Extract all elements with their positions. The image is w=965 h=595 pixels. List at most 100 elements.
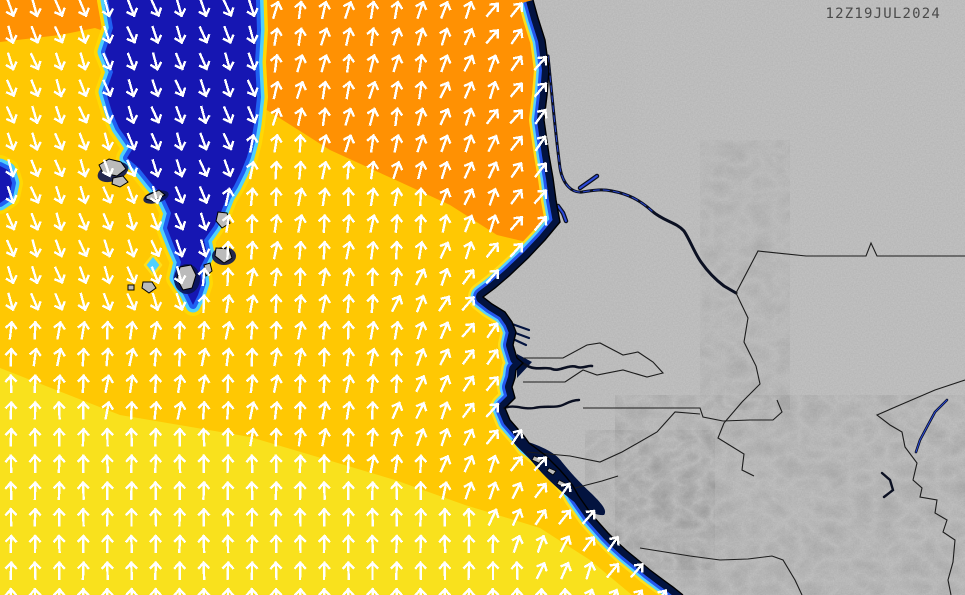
wave-arrow <box>390 427 404 447</box>
wave-arrow <box>101 239 115 258</box>
wave-arrow <box>245 560 259 580</box>
wave-arrow <box>76 427 90 447</box>
wave-arrow <box>390 0 404 20</box>
wave-arrow <box>511 508 524 527</box>
estuary-islet-2 <box>546 467 557 476</box>
wave-arrow <box>485 108 500 125</box>
wave-arrow <box>486 534 500 554</box>
wave-arrow <box>102 212 115 231</box>
wave-arrow <box>221 213 235 233</box>
wave-arrow <box>100 560 114 580</box>
wave-arrow <box>198 212 211 232</box>
wave-arrow <box>486 321 500 339</box>
wave-arrow <box>318 187 331 207</box>
wave-arrow <box>198 52 211 71</box>
wave-arrow <box>197 105 211 125</box>
wave-arrow <box>4 454 18 474</box>
wave-arrow <box>269 27 283 46</box>
wave-arrow <box>390 374 404 394</box>
wave-arrow <box>439 0 452 19</box>
border-bissau-guinea-west <box>574 475 619 489</box>
wave-arrow <box>125 239 139 258</box>
wave-arrow <box>77 106 90 124</box>
wave-arrow <box>28 347 42 367</box>
wave-arrow <box>5 132 18 151</box>
wave-arrow <box>100 480 114 500</box>
wave-arrow <box>317 347 331 367</box>
wave-arrow <box>485 2 500 18</box>
wave-arrow <box>126 159 139 178</box>
wave-arrow <box>173 507 187 527</box>
wave-arrow <box>77 185 91 205</box>
wave-arrow <box>390 587 404 595</box>
wave-arrow <box>439 321 452 340</box>
wave-arrow <box>173 534 187 554</box>
wave-arrow <box>222 0 235 17</box>
wave-arrow <box>221 427 235 447</box>
wave-arrow <box>558 482 572 499</box>
lake-water-1 <box>579 175 598 189</box>
wave-arrow <box>509 135 524 152</box>
wave-arrow <box>533 162 548 178</box>
border-gambia <box>523 342 665 383</box>
wave-arrow <box>366 80 380 100</box>
wave-arrow <box>414 480 428 500</box>
wave-arrow <box>149 507 163 527</box>
wave-arrow <box>318 160 332 180</box>
wave-arrow <box>28 400 42 420</box>
wave-arrow <box>150 266 163 285</box>
wave-arrow <box>294 320 307 340</box>
wave-arrow <box>390 133 404 153</box>
wave-arrow <box>342 53 356 73</box>
wave-arrow <box>101 0 115 18</box>
wave-arrow <box>342 374 356 394</box>
wave-arrow <box>76 560 90 580</box>
timestamp-label: 12Z19JUL2024 <box>825 6 941 22</box>
wave-arrow <box>390 454 404 474</box>
wave-arrow <box>173 480 187 500</box>
wave-arrow <box>221 347 235 367</box>
wave-arrow <box>293 160 307 180</box>
wave-arrow <box>52 427 66 447</box>
wave-arrow <box>439 454 452 473</box>
wave-arrow <box>124 427 138 447</box>
wave-arrow <box>293 587 307 595</box>
wave-arrow <box>439 187 452 206</box>
wave-arrow <box>341 320 355 340</box>
wave-arrow <box>317 480 331 500</box>
wave-arrow <box>293 0 307 20</box>
wave-arrow <box>341 534 355 554</box>
wave-arrow <box>463 54 476 73</box>
wave-arrow <box>533 82 548 98</box>
wave-arrow <box>439 427 452 447</box>
wave-arrow <box>366 374 380 394</box>
wave-arrow <box>125 320 139 340</box>
wave-arrow <box>125 587 139 595</box>
wave-arrow <box>173 560 187 580</box>
wave-arrow <box>173 132 187 151</box>
wave-arrow <box>269 480 283 500</box>
wave-arrow <box>222 105 235 124</box>
wave-arrow <box>222 25 235 44</box>
wave-arrow <box>415 0 428 20</box>
wave-arrow <box>366 187 380 207</box>
wave-arrow <box>221 534 235 554</box>
wave-arrow <box>222 78 235 98</box>
wave-arrow <box>5 25 18 45</box>
wave-arrow <box>415 401 428 420</box>
wave-arrow <box>173 347 187 367</box>
wave-arrow <box>366 107 380 126</box>
wave-arrow <box>269 534 283 554</box>
wave-arrow <box>197 560 211 580</box>
wave-arrow <box>415 294 428 313</box>
wave-arrow <box>366 400 380 420</box>
wave-arrow <box>100 320 114 340</box>
wave-arrow <box>342 0 356 20</box>
wave-arrow <box>366 160 380 180</box>
wave-arrow <box>366 240 380 260</box>
wave-arrow <box>124 534 138 554</box>
wave-arrow <box>245 400 259 420</box>
wave-arrow <box>461 268 476 285</box>
wave-arrow <box>269 187 283 207</box>
river-east-2 <box>880 471 895 499</box>
